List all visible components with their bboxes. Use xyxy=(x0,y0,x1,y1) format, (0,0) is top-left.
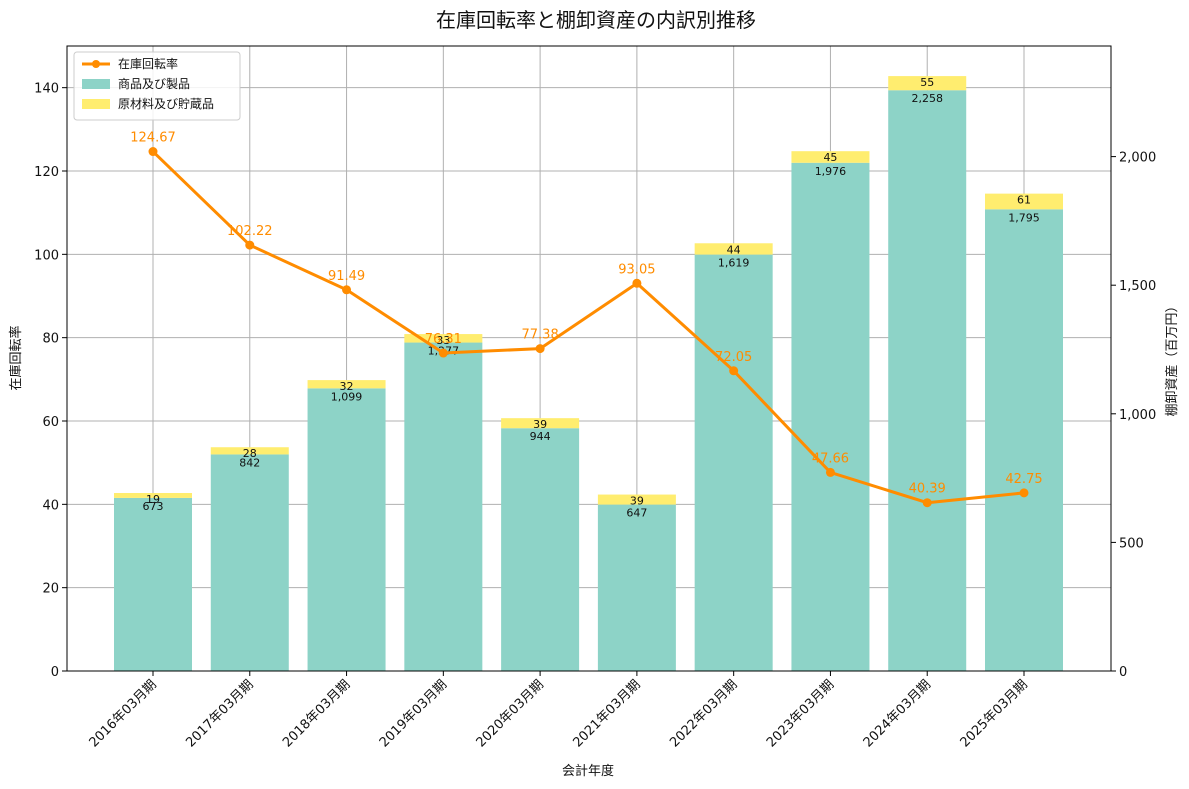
turnover-label: 102.22 xyxy=(227,224,273,239)
x-tick-label: 2018年03月期 xyxy=(280,677,353,750)
bar-products xyxy=(501,428,580,671)
y-axis-label-right: 棚卸資産（百万円） xyxy=(1164,299,1180,416)
y-tick-label-left: 100 xyxy=(34,248,59,263)
x-axis-label: 会計年度 xyxy=(562,763,614,779)
x-tick-label: 2020年03月期 xyxy=(474,677,547,750)
bar-label-products: 842 xyxy=(239,456,260,469)
bar-label-products: 647 xyxy=(626,507,647,520)
bar-products xyxy=(694,254,773,672)
x-tick-label: 2021年03月期 xyxy=(570,677,643,750)
bar-label-materials: 39 xyxy=(630,495,644,508)
turnover-point xyxy=(438,348,448,358)
x-tick-label: 2025年03月期 xyxy=(958,677,1031,750)
turnover-point xyxy=(632,278,642,288)
bars: 1967328842321,099331,2773994439647441,61… xyxy=(114,76,1063,672)
legend-materials-swatch xyxy=(82,99,110,109)
legend-turnover: 在庫回転率 xyxy=(118,56,178,71)
y-tick-label-left: 20 xyxy=(42,582,59,597)
y-tick-label-left: 140 xyxy=(34,82,59,97)
bar-label-materials: 19 xyxy=(146,493,160,506)
bar-label-products: 944 xyxy=(530,430,551,443)
turnover-label: 72.05 xyxy=(715,350,752,365)
turnover-point xyxy=(148,147,158,157)
bar-materials xyxy=(210,447,289,455)
bar-materials xyxy=(597,494,676,505)
legend-materials: 原材料及び貯蔵品 xyxy=(118,97,214,111)
bar-label-products: 1,099 xyxy=(331,390,363,403)
turnover-label: 93.05 xyxy=(618,262,655,277)
bar-products xyxy=(888,90,967,671)
bar-label-products: 1,619 xyxy=(718,257,750,270)
bar-label-products: 2,258 xyxy=(911,92,943,105)
legend: 在庫回転率 商品及び製品 原材料及び貯蔵品 xyxy=(73,51,241,121)
x-tick-label: 2019年03月期 xyxy=(377,677,450,750)
turnover-line-path xyxy=(151,150,1025,505)
bar-label-materials: 61 xyxy=(1017,194,1031,207)
bar-products xyxy=(985,209,1063,671)
bar-materials xyxy=(114,493,192,498)
bar-materials xyxy=(307,380,386,389)
bar-label-products: 1,795 xyxy=(1008,211,1040,224)
turnover-label: 76.31 xyxy=(425,332,462,347)
y-tick-label-left: 60 xyxy=(42,415,59,430)
bar-products xyxy=(307,388,386,671)
y-tick-label-right: 1,500 xyxy=(1119,279,1156,294)
bar-products xyxy=(210,454,289,671)
turnover-point xyxy=(535,344,545,354)
y-tick-label-left: 120 xyxy=(34,165,59,180)
legend-products-swatch xyxy=(82,79,110,89)
turnover-point xyxy=(1019,488,1029,498)
bar-products xyxy=(404,342,483,671)
turnover-point xyxy=(825,467,835,477)
y-tick-label-left: 0 xyxy=(51,665,59,680)
turnover-point xyxy=(729,366,739,376)
y-tick-label-right: 2,000 xyxy=(1119,151,1156,166)
turnover-label: 77.38 xyxy=(522,328,559,343)
bar-materials xyxy=(694,243,773,255)
bar-label-materials: 44 xyxy=(727,243,741,256)
bar-label-materials: 28 xyxy=(243,447,257,460)
x-tick-label: 2023年03月期 xyxy=(764,677,837,750)
bar-label-materials: 33 xyxy=(436,334,450,347)
turnover-line: 124.67 102.22 91.49 76.31 77.38 93.05 72.05 47.… xyxy=(130,131,1043,508)
legend-line-marker xyxy=(92,60,100,68)
bar-label-products: 673 xyxy=(143,500,164,513)
bar-materials xyxy=(791,151,870,163)
x-tick-label: 2024年03月期 xyxy=(861,677,934,750)
bar-materials xyxy=(404,334,483,343)
bar-label-materials: 32 xyxy=(340,380,354,393)
bar-products xyxy=(114,497,192,671)
y-tick-label-left: 40 xyxy=(42,498,59,513)
turnover-label: 42.75 xyxy=(1005,472,1042,487)
x-tick-label: 2016年03月期 xyxy=(87,677,160,750)
turnover-label: 91.49 xyxy=(328,269,365,284)
turnover-point xyxy=(342,285,352,295)
y-tick-label-right: 0 xyxy=(1119,665,1127,680)
turnover-label: 124.67 xyxy=(130,131,176,146)
x-tick-label: 2017年03月期 xyxy=(183,677,256,750)
bar-label-materials: 39 xyxy=(533,418,547,431)
legend-box xyxy=(73,51,241,121)
turnover-label: 40.39 xyxy=(909,482,946,497)
bar-products xyxy=(597,504,676,671)
turnover-point xyxy=(922,498,932,508)
x-tick-label: 2022年03月期 xyxy=(667,677,740,750)
bar-label-products: 1,976 xyxy=(815,165,847,178)
bar-materials xyxy=(985,193,1063,210)
legend-products: 商品及び製品 xyxy=(118,76,190,91)
y-tick-label-right: 500 xyxy=(1119,536,1144,551)
y-tick-label-left: 80 xyxy=(42,332,59,347)
bar-label-materials: 45 xyxy=(823,151,837,164)
bar-label-materials: 55 xyxy=(920,76,934,89)
y-axis-label-left: 在庫回転率 xyxy=(8,325,24,390)
bar-products xyxy=(791,162,870,672)
chart-title: 在庫回転率と棚卸資産の内訳別推移 xyxy=(436,8,756,32)
bar-materials xyxy=(501,418,580,429)
y-tick-label-right: 1,000 xyxy=(1119,408,1156,423)
turnover-label: 47.66 xyxy=(812,451,849,466)
turnover-point xyxy=(245,240,255,250)
plot-frame xyxy=(66,45,1112,672)
bar-materials xyxy=(888,76,967,91)
